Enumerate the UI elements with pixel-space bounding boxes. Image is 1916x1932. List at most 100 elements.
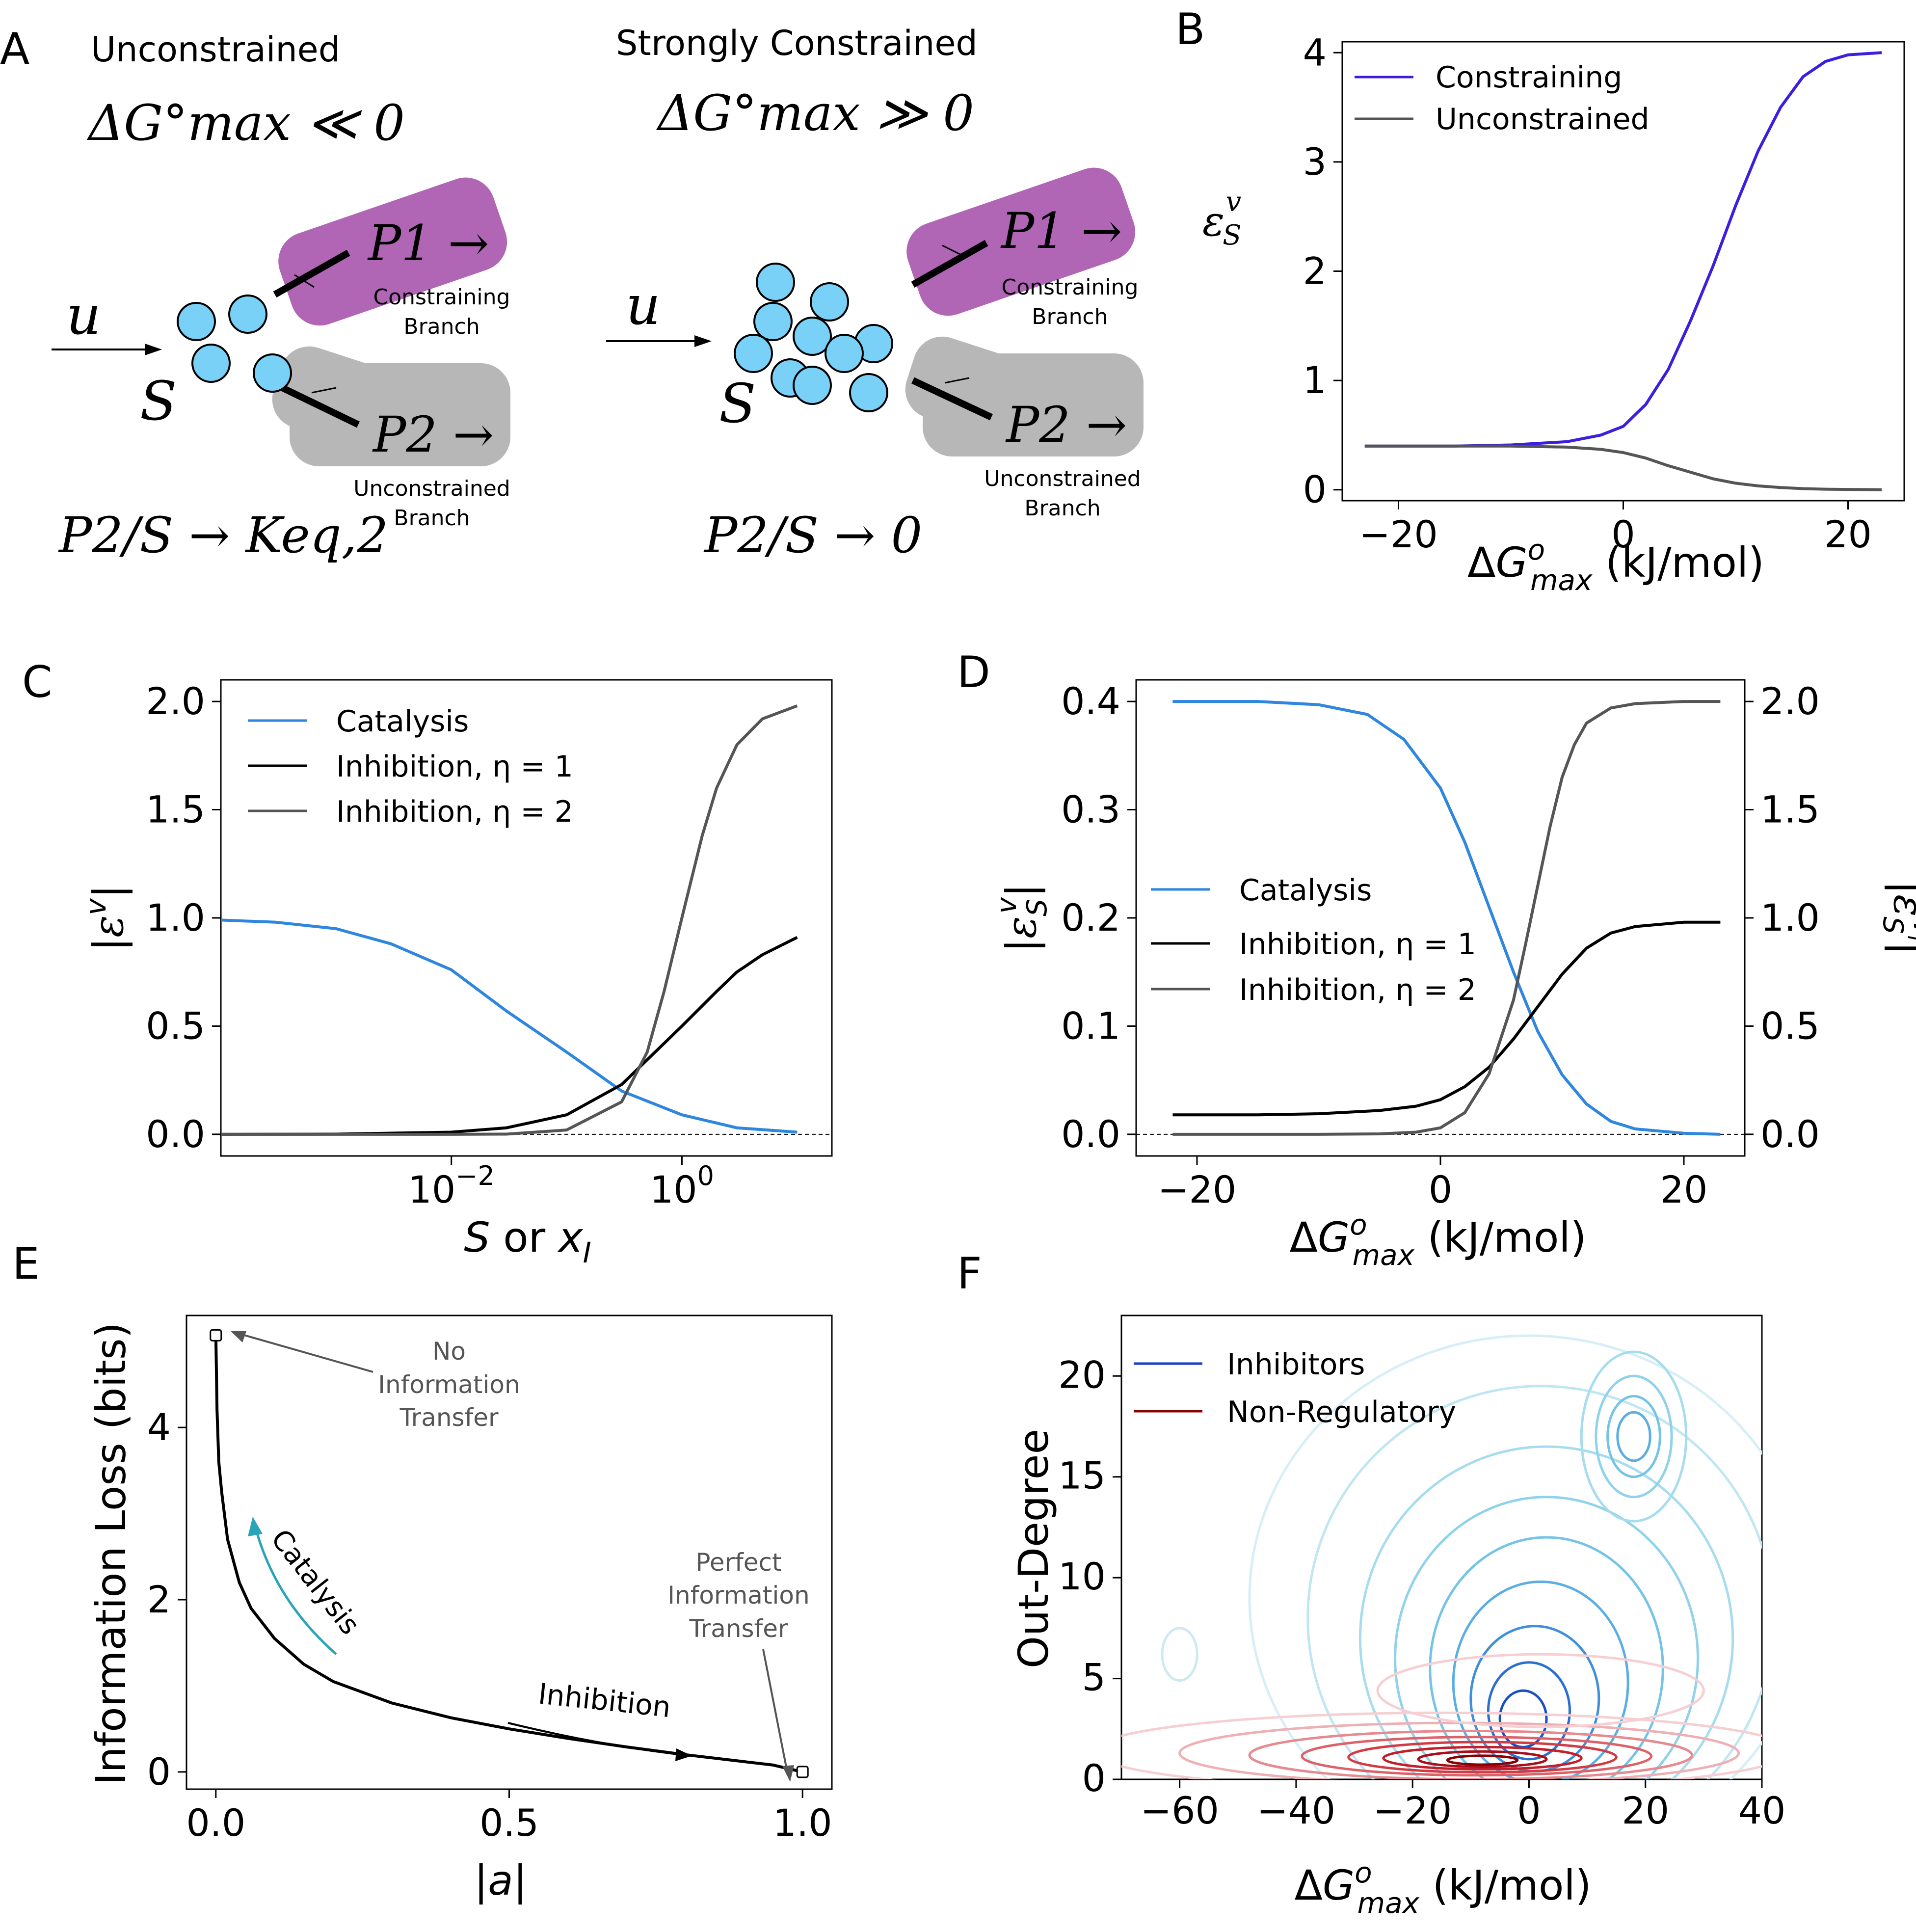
substrate-molecules-left [177,295,292,393]
arrow-thick-p1-left [273,249,350,298]
p2-label-right: P2 → [1005,396,1127,454]
annotation-catalysis: Catalysis [248,1517,366,1655]
panel-label-b: B [1175,4,1205,54]
x-tick-label-B: 0 [1611,512,1635,556]
legend-b: Constraining Unconstrained [1355,60,1650,136]
series-line-constraining-b [1364,51,1882,448]
panel-label-c: C [22,657,52,707]
contour-inhibitors [1452,1580,1629,1779]
x-axis-label-c: S or xI [464,1213,591,1269]
series-line-inhibition-2-c [221,704,798,1136]
input-label-left: u [66,284,101,347]
panel-e: E 0.0 0.5 1.0 0 2 4 Information Loss (bits) |… [12,1238,833,1905]
branch1-label-l1-left: Constraining [373,285,510,310]
series-line-inhibition-1-c [220,936,798,1136]
branch2-label-l1-left: Unconstrained [353,476,510,501]
contour-non-regulatory [1301,1736,1653,1777]
contour-non-regulatory [1121,1711,1762,1779]
arrow-thick-p2-left [280,384,360,428]
contour-inhibitors [1248,1334,1762,1779]
substrate-label-right: S [719,372,756,435]
right-limit: P2/S → 0 [703,507,922,564]
legend-label-inhibitors: Inhibitors [1227,1347,1365,1382]
contour-layer [1121,1334,1762,1779]
panel-label-a: A [0,24,29,74]
series-line-unconstrained-b [1364,444,1882,491]
y-tick-label-D: 0.0 [1061,1112,1120,1156]
x-axis-label-d: ΔGo max (kJ/mol) [1290,1208,1587,1272]
y-tick-label-right-D: 2.0 [1760,679,1820,723]
legend-label-inhibition2-d: Inhibition, η = 2 [1239,973,1476,1007]
x-tick-label-B: 20 [1824,512,1872,556]
substrate-label-left: S [140,370,177,432]
contour-inhibitors-peak [1595,1374,1673,1499]
y-axis-label-d: |εSv| [991,884,1053,952]
annotation-no-info-l2: Information [378,1370,520,1399]
panel-a: A Unconstrained ΔG°max ≪ 0 P1 → P2 → Con… [0,23,1144,564]
y-tick-label-C: 0.5 [146,1004,205,1047]
y-tick-label-C: 1.0 [146,896,205,939]
y-tick-label-E: 0 [147,1750,171,1794]
contour-non-regulatory [1347,1741,1618,1774]
branch2-label-l2-right: Branch [1024,496,1100,521]
input-label-right: u [626,274,661,337]
legend-label-inhibition1-d: Inhibition, η = 1 [1239,927,1476,962]
y-tick-label-B: 1 [1303,358,1327,402]
right-title: Strongly Constrained [616,23,978,63]
annotation-inhibition-text: Inhibition [537,1677,672,1724]
x-tick-label-E: 1.0 [773,1801,832,1845]
p1-label-right: P1 → [1000,202,1122,260]
legend-label-unconstrained: Unconstrained [1436,102,1650,136]
y-axis-label-right-d: |εSvI| [1877,881,1916,955]
y-tick-label-C: 2.0 [146,679,205,723]
y-tick-label-B: 3 [1303,140,1327,184]
y-tick-label-B: 2 [1303,249,1327,293]
legend-f: Inhibitors Non-Regulatory [1134,1347,1456,1429]
plot-area-f: −60 −40 −20 0 20 40 0 5 10 15 20 [1058,1334,1786,1832]
panel-b: B −20 0 20 0 1 2 3 4 εSv ΔGo max (kJ/mol) Constr… [1175,4,1905,597]
left-limit: P2/S → Keq,2 [58,507,388,564]
legend-label-inhibition2-c: Inhibition, η = 2 [336,795,573,829]
arrow-thick-p2-right [911,377,993,421]
endpoint-marker [796,1766,809,1778]
series-line-catalysis-d [1172,700,1721,1136]
x-tick-label-F: 40 [1738,1789,1786,1832]
contour-inhibitors [1394,1496,1699,1779]
substrate-molecules-right [734,263,893,412]
contour-inhibitors [1306,1385,1762,1779]
annotation-no-info: No Information Transfer [231,1331,520,1432]
annotation-perfect-info-l3: Transfer [689,1614,788,1643]
x-tick-label-F: 20 [1622,1789,1669,1832]
x-tick-label-D: 0 [1429,1168,1452,1211]
p1-label-left: P1 → [367,215,489,272]
legend-label-catalysis-d: Catalysis [1239,873,1372,908]
left-condition: ΔG°max ≪ 0 [86,94,405,152]
legend-c: Catalysis Inhibition, η = 1 Inhibition, … [248,704,573,829]
contour-inhibitors-peak [1580,1350,1688,1523]
annotation-perfect-info-l2: Information [667,1581,809,1610]
branch1-label-l2-left: Branch [403,314,479,339]
series-line-inhibition-2-d [1172,700,1721,1136]
contour-non-regulatory [1382,1745,1583,1771]
y-tick-label-right-D: 0.5 [1760,1004,1820,1047]
x-tick-label-D: 20 [1660,1168,1708,1211]
x-tick-label-F: −20 [1373,1789,1452,1832]
x-tick-label-C: 10−2 [408,1160,495,1211]
y-tick-label-B: 0 [1303,468,1327,511]
annotation-inhibition: Inhibition [507,1677,692,1761]
x-tick-label-D: −20 [1158,1168,1236,1211]
y-tick-label-C: 1.5 [146,788,205,832]
x-tick-label-C: 100 [650,1160,714,1211]
panel-label-e: E [12,1238,40,1289]
x-axis-label-f: ΔGo max (kJ/mol) [1295,1856,1592,1920]
x-tick-label-E: 0.5 [479,1801,539,1845]
annotation-perfect-info-l1: Perfect [695,1548,781,1577]
x-tick-label-F: −40 [1257,1789,1335,1832]
x-axis-label-e: |a| [474,1856,527,1905]
y-tick-label-F: 0 [1082,1756,1106,1800]
annotation-perfect-info: Perfect Information Transfer [667,1548,810,1782]
branch2-label-l2-left: Branch [394,506,470,531]
y-tick-label-E: 4 [147,1405,171,1449]
series-line-catalysis-c [220,918,798,1134]
legend-label-inhibition1-c: Inhibition, η = 1 [336,750,573,784]
